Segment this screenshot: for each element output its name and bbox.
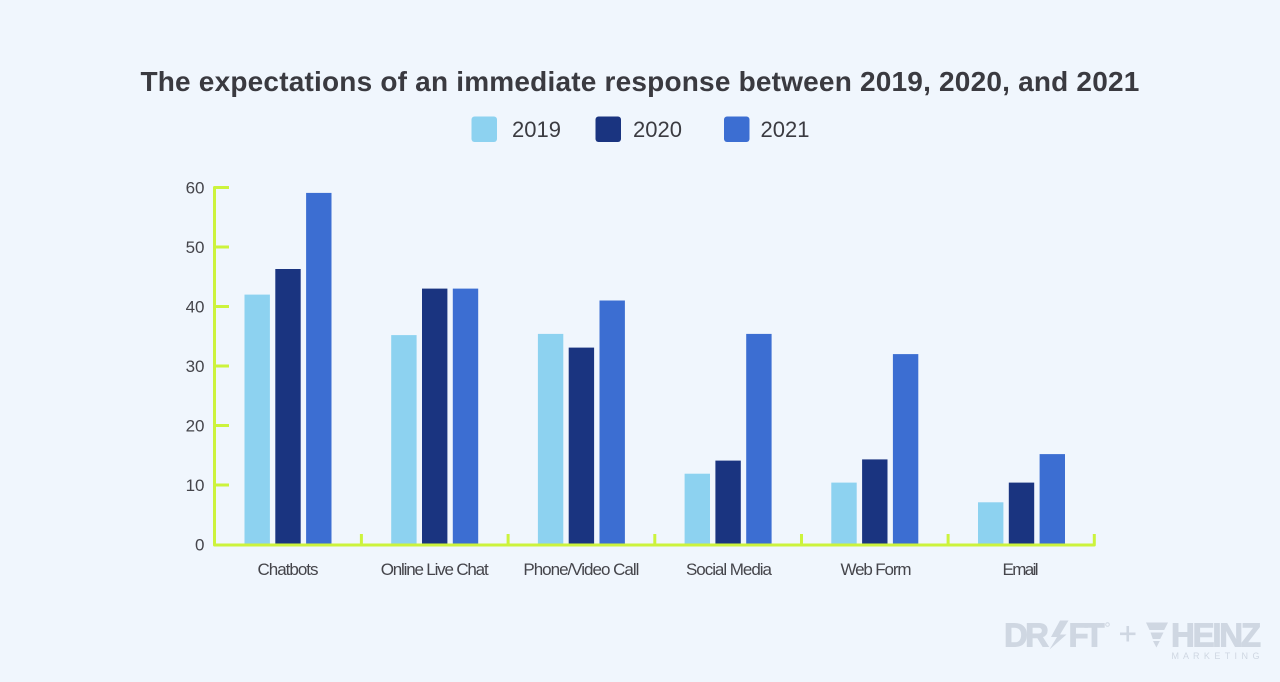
svg-text:0: 0: [195, 536, 204, 555]
svg-text:M A R K E T I N G: M A R K E T I N G: [1172, 651, 1260, 661]
svg-text:2021: 2021: [761, 117, 810, 142]
svg-text:2020: 2020: [633, 117, 682, 142]
svg-text:Online Live Chat: Online Live Chat: [381, 560, 489, 579]
svg-text:40: 40: [186, 298, 205, 317]
svg-text:Chatbots: Chatbots: [258, 560, 319, 579]
svg-text:The expectations of an immedia: The expectations of an immediate respons…: [140, 66, 1139, 97]
svg-text:30: 30: [186, 357, 205, 376]
svg-text:60: 60: [186, 179, 205, 198]
svg-text:Web Form: Web Form: [841, 560, 912, 579]
svg-text:FT: FT: [1069, 617, 1105, 654]
svg-text:DR: DR: [1004, 617, 1049, 654]
svg-text:Phone/Video Call: Phone/Video Call: [523, 560, 639, 579]
svg-text:20: 20: [186, 417, 205, 436]
svg-text:50: 50: [186, 238, 205, 257]
svg-text:HEINZ: HEINZ: [1171, 617, 1261, 654]
svg-text:Email: Email: [1003, 560, 1039, 579]
svg-text:2019: 2019: [512, 117, 561, 142]
svg-text:10: 10: [186, 476, 205, 495]
svg-text:Social Media: Social Media: [686, 560, 773, 579]
